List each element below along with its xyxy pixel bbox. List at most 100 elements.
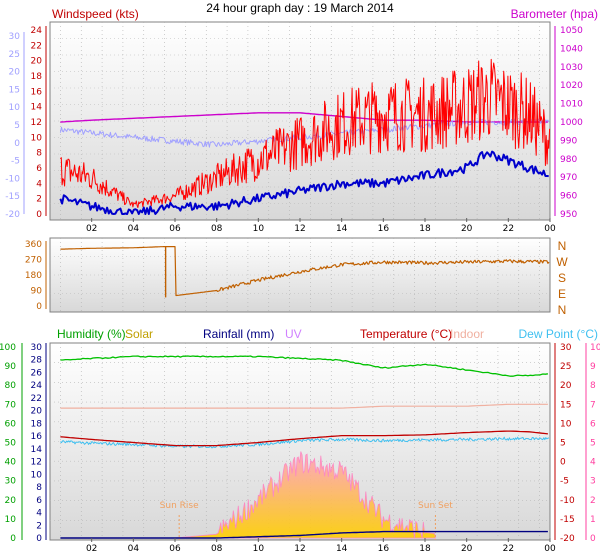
wind-axis-title: Windspeed (kts) [52, 7, 139, 21]
compass-label: N [558, 239, 567, 253]
humidity-tick-label: 60 [5, 419, 17, 429]
uv-tick-label: 0 [590, 534, 596, 544]
barometer-tick-label: 980 [560, 155, 577, 165]
uv-tick-label: 5 [590, 439, 596, 449]
temperature-series [60, 430, 548, 447]
rainfall-tick-label: 2 [36, 521, 42, 531]
outer-left-tick-label: -10 [5, 174, 20, 184]
temperature-tick-label: 15 [560, 400, 571, 410]
wind-tick-label: 22 [31, 41, 42, 51]
indoor-legend: Indoor [450, 327, 484, 341]
rainfall-tick-label: 12 [31, 458, 42, 468]
panel-humidity-time-tick-label: 06 [169, 544, 181, 554]
wind-tick-label: 8 [36, 149, 42, 159]
rainfall-tick-label: 16 [31, 432, 43, 442]
panel-humidity-time-tick-label: 00 [544, 544, 556, 554]
barometer-tick-label: 1050 [560, 26, 583, 36]
rainfall-tick-label: 26 [31, 368, 43, 378]
barometer-axis-title: Barometer (hpa) [511, 7, 598, 21]
uv-legend: UV [285, 327, 302, 341]
sunset-label: Sun Set [418, 501, 453, 511]
compass-label: E [558, 287, 566, 301]
panel-wind-time-tick-label: 14 [336, 224, 348, 234]
panel-humidity-time-tick-label: 02 [86, 544, 97, 554]
rainfall-tick-label: 0 [36, 534, 42, 544]
rainfall-tick-label: 20 [31, 407, 43, 417]
wind-tick-label: 2 [36, 195, 42, 205]
humidity-tick-label: 100 [0, 343, 16, 353]
outer-left-tick-label: -20 [5, 210, 20, 220]
panel-humidity-time-tick-label: 14 [336, 544, 348, 554]
wind-tick-label: 24 [31, 26, 43, 36]
solar-legend: Solar [125, 327, 153, 341]
wind-tick-label: 16 [31, 87, 43, 97]
panel-wind-time-tick-label: 18 [419, 224, 431, 234]
compass-label: S [558, 271, 566, 285]
wind-tick-label: 14 [31, 103, 43, 113]
dew-point-legend: Dew Point (°C) [519, 327, 598, 341]
compass-label: N [558, 303, 567, 317]
temperature-tick-label: 10 [560, 419, 572, 429]
uv-tick-label: 8 [590, 381, 596, 391]
humidity-tick-label: 0 [10, 534, 16, 544]
rainfall-tick-label: 6 [36, 496, 42, 506]
dew-point-series [60, 436, 550, 449]
panel-humidity-time-tick-label: 08 [211, 544, 223, 554]
humidity-tick-label: 20 [5, 496, 17, 506]
barometer-tick-label: 970 [560, 173, 577, 183]
barometer-tick-label: 1030 [560, 63, 583, 73]
uv-tick-label: 10 [590, 343, 600, 353]
barometer-tick-label: 960 [560, 192, 577, 202]
panel-wind-time-tick-label: 22 [503, 224, 514, 234]
rainfall-tick-label: 10 [31, 470, 43, 480]
temperature-tick-label: 5 [560, 439, 566, 449]
wind-tick-label: 0 [36, 210, 42, 220]
direction-tick-label: 360 [25, 240, 42, 250]
uv-tick-label: 9 [590, 362, 596, 372]
barometer-tick-label: 990 [560, 136, 577, 146]
panel-humidity-time-tick-label: 10 [253, 544, 265, 554]
humidity-tick-label: 10 [5, 515, 17, 525]
rainfall-tick-label: 28 [31, 356, 43, 366]
direction-series [60, 246, 550, 297]
rainfall-tick-label: 30 [31, 343, 43, 353]
panel-humidity-time-tick-label: 04 [128, 544, 140, 554]
direction-tick-label: 0 [36, 302, 42, 312]
panel-wind-time-tick-label: 02 [86, 224, 97, 234]
wind-average-series [59, 150, 549, 215]
temperature-tick-label: 25 [560, 362, 571, 372]
uv-tick-label: 3 [590, 477, 596, 487]
panel-humidity-time-tick-label: 18 [419, 544, 431, 554]
humidity-tick-label: 50 [5, 439, 17, 449]
panel-wind-time-tick-label: 08 [211, 224, 223, 234]
temperature-tick-label: 0 [560, 458, 566, 468]
temperature-tick-label: 30 [560, 343, 572, 353]
wind-tick-label: 10 [31, 133, 43, 143]
temperature-tick-label: 20 [560, 381, 572, 391]
rainfall-tick-label: 8 [36, 483, 42, 493]
rainfall-legend: Rainfall (mm) [203, 327, 274, 341]
outer-left-tick-label: 25 [9, 50, 20, 60]
rainfall-series [60, 530, 548, 539]
humidity-tick-label: 30 [5, 477, 17, 487]
humidity-legend: Humidity (%) [57, 327, 126, 341]
direction-tick-label: 90 [31, 287, 43, 297]
direction-tick-label: 180 [25, 271, 42, 281]
panel-humidity-time-tick-label: 22 [503, 544, 514, 554]
indoor-series [60, 403, 548, 409]
barometer-tick-label: 1020 [560, 81, 583, 91]
rainfall-tick-label: 22 [31, 394, 42, 404]
panel-wind-time-tick-label: 04 [128, 224, 140, 234]
uv-tick-label: 4 [590, 458, 596, 468]
panel-wind-time-tick-label: 16 [378, 224, 390, 234]
outer-left-tick-label: -5 [11, 157, 20, 167]
humidity-tick-label: 40 [5, 458, 17, 468]
barometer-tick-label: 950 [560, 210, 577, 220]
panel-wind-time-tick-label: 20 [461, 224, 473, 234]
outer-left-tick-label: 0 [14, 139, 20, 149]
wind-tick-label: 4 [36, 179, 42, 189]
uv-tick-label: 2 [590, 496, 596, 506]
outer-left-tick-label: -15 [5, 192, 20, 202]
